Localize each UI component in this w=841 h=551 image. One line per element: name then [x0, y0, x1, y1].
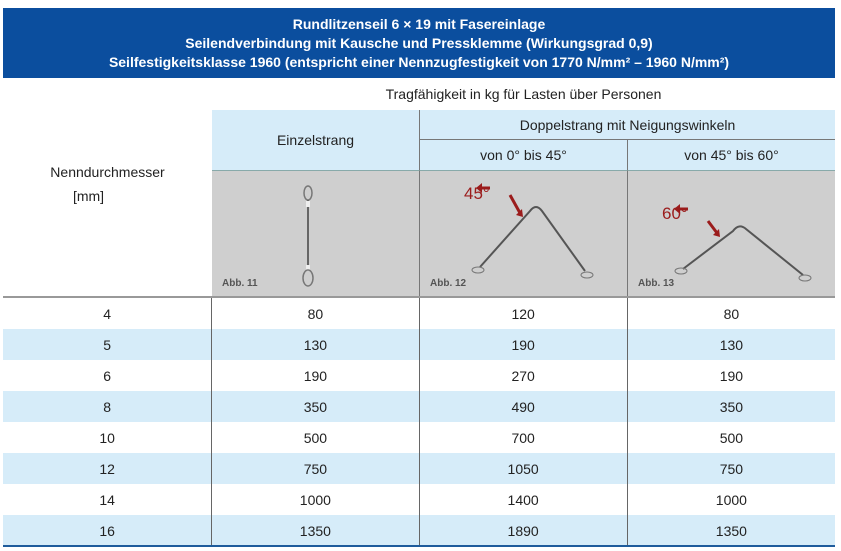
- single-strand-cell: 130: [211, 329, 418, 360]
- single-strand-cell: 190: [211, 360, 418, 391]
- table-row: 6 190 270 190: [3, 360, 835, 391]
- diameter-cell: 5: [103, 336, 112, 353]
- single-strand-cell: 350: [211, 391, 418, 422]
- double-0-45-cell: 190: [418, 329, 627, 360]
- single-strand-sling-image: [302, 185, 314, 287]
- single-strand-cell: 1000: [211, 484, 418, 515]
- angle-label-45: 45°: [464, 184, 490, 203]
- double-0-45-cell: 1890: [418, 515, 627, 546]
- double-0-45-cell: 270: [418, 360, 627, 391]
- double-45-60-cell: 500: [626, 422, 835, 453]
- diameter-cell: 6: [103, 367, 112, 384]
- table-row: 4 80 120 80: [3, 298, 835, 329]
- header-divider: [3, 296, 835, 298]
- diameter-unit: [mm]: [72, 188, 105, 204]
- double-0-45-cell: 490: [418, 391, 627, 422]
- table-row: 12 750 1050 750: [3, 453, 835, 484]
- table-bottom-border: [3, 545, 835, 547]
- double-45-60-cell: 190: [626, 360, 835, 391]
- table-title-banner: Rundlitzenseil 6 × 19 mit Fasereinlage S…: [3, 8, 835, 78]
- title-line-1: Rundlitzenseil 6 × 19 mit Fasereinlage: [292, 15, 546, 32]
- double-45-60-cell: 80: [626, 298, 835, 329]
- diameter-cell: 4: [103, 305, 112, 322]
- double-45-60-cell: 130: [626, 329, 835, 360]
- table-row: 14 1000 1400 1000: [3, 484, 835, 515]
- single-strand-cell: 500: [211, 422, 418, 453]
- figure-double-45: 45° Abb. 12: [419, 170, 627, 297]
- diameter-label: Nenndurchmesser: [50, 164, 165, 180]
- table-caption: Tragfähigkeit in kg für Lasten über Pers…: [385, 86, 662, 102]
- single-strand-cell: 1350: [211, 515, 418, 546]
- title-line-2: Seilendverbindung mit Kausche und Pressk…: [185, 34, 653, 51]
- double-45-60-cell: 750: [626, 453, 835, 484]
- table-row: 8 350 490 350: [3, 391, 835, 422]
- double-0-45-cell: 700: [418, 422, 627, 453]
- angle-label-60: 60°: [662, 204, 688, 223]
- double-0-45-cell: 1050: [418, 453, 627, 484]
- double-45-60-cell: 1000: [626, 484, 835, 515]
- double-strand-60-sling-image: [674, 204, 812, 282]
- diameter-header: Nenndurchmesser [mm]: [3, 160, 212, 208]
- table-row: 5 130 190 130: [3, 329, 835, 360]
- figure-double-60: 60° Abb. 13: [627, 170, 835, 297]
- header-double-45-60: von 45° bis 60°: [627, 140, 835, 170]
- table-row: 10 500 700 500: [3, 422, 835, 453]
- double-45-60-cell: 350: [626, 391, 835, 422]
- header-double: Doppelstrang mit Neigungswinkeln: [419, 110, 835, 140]
- title-line-3: Seilfestigkeitsklasse 1960 (entspricht e…: [108, 53, 730, 70]
- single-strand-cell: 750: [211, 453, 418, 484]
- double-0-45-cell: 120: [418, 298, 627, 329]
- diameter-cell: 12: [99, 460, 115, 477]
- figure-label: Abb. 12: [430, 278, 467, 289]
- double-strand-45-sling-image: [471, 183, 594, 279]
- diameter-cell: 16: [99, 522, 115, 539]
- diameter-cell: 10: [99, 429, 115, 446]
- figure-single-strand: Abb. 11: [212, 170, 419, 297]
- single-strand-cell: 80: [211, 298, 418, 329]
- header-single: Einzelstrang: [212, 110, 419, 170]
- figure-label: Abb. 11: [222, 278, 258, 289]
- double-0-45-cell: 1400: [418, 484, 627, 515]
- table-row: 16 1350 1890 1350: [3, 515, 835, 546]
- figure-label: Abb. 13: [638, 278, 675, 289]
- double-45-60-cell: 1350: [626, 515, 835, 546]
- diameter-cell: 14: [99, 491, 115, 508]
- header-double-0-45: von 0° bis 45°: [419, 140, 627, 170]
- diameter-cell: 8: [103, 398, 112, 415]
